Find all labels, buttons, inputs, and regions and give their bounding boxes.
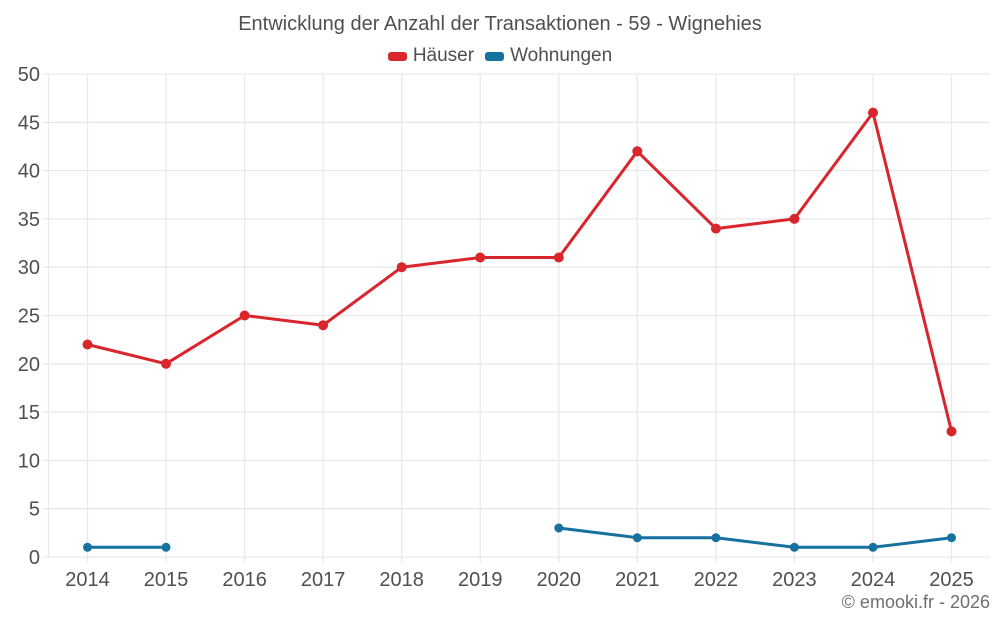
data-point-haeuser-2017[interactable] (318, 320, 329, 331)
x-axis-label: 2014 (65, 569, 110, 591)
x-axis-label: 2024 (851, 569, 896, 591)
y-axis-label: 35 (18, 209, 40, 231)
y-axis-label: 5 (29, 499, 40, 521)
data-point-haeuser-2022[interactable] (710, 223, 721, 234)
data-point-haeuser-2025[interactable] (946, 426, 957, 437)
data-point-haeuser-2014[interactable] (82, 339, 93, 350)
data-point-haeuser-2015[interactable] (161, 358, 171, 369)
y-axis-label: 45 (18, 112, 40, 134)
x-axis-label: 2019 (458, 569, 503, 591)
legend: Häuser Wohnungen (0, 45, 1000, 67)
series-line-wohnungen (86, 526, 953, 549)
data-point-haeuser-2019[interactable] (475, 252, 486, 263)
legend-label-haeuser: Häuser (412, 45, 475, 66)
data-point-haeuser-2020[interactable] (553, 252, 564, 263)
x-axis-label: 2021 (615, 569, 660, 591)
legend-item-wohnungen[interactable]: Wohnungen (485, 45, 612, 67)
chart-title: Entwicklung der Anzahl der Transaktionen… (238, 13, 762, 35)
legend-label-wohnungen: Wohnungen (510, 45, 613, 66)
y-axis-label: 10 (18, 450, 40, 472)
x-axis-label: 2017 (301, 569, 346, 591)
x-axis-label: 2016 (222, 569, 267, 591)
x-axis-label: 2022 (694, 569, 739, 591)
data-point-haeuser-2024[interactable] (868, 107, 878, 118)
data-point-wohnungen-2021[interactable] (632, 533, 642, 543)
data-point-wohnungen-2025[interactable] (947, 533, 956, 543)
data-point-haeuser-2023[interactable] (789, 213, 800, 224)
data-point-wohnungen-2020[interactable] (554, 523, 564, 533)
y-axis-label: 30 (18, 257, 40, 279)
y-axis-label: 25 (18, 306, 40, 328)
x-axis-label: 2023 (772, 569, 817, 591)
x-axis-label: 2015 (144, 569, 189, 591)
y-axis-label: 15 (18, 402, 40, 424)
y-axis-label: 50 (18, 64, 40, 86)
footer-credit: © emooki.fr - 2026 (841, 592, 990, 612)
legend-item-haeuser[interactable]: Häuser (387, 45, 475, 67)
y-axis-label: 0 (29, 547, 40, 569)
legend-swatch-wohnungen (485, 51, 505, 61)
data-point-wohnungen-2024[interactable] (868, 542, 878, 552)
x-axis-label: 2020 (537, 569, 582, 591)
y-axis-label: 20 (18, 354, 40, 376)
data-point-wohnungen-2015[interactable] (161, 542, 171, 552)
data-point-wohnungen-2022[interactable] (711, 533, 721, 543)
x-axis-label: 2025 (929, 569, 974, 591)
y-axis-label: 40 (18, 161, 40, 183)
data-point-wohnungen-2023[interactable] (789, 542, 799, 552)
x-axis-label: 2018 (379, 569, 424, 591)
data-point-haeuser-2018[interactable] (396, 262, 407, 273)
data-point-haeuser-2021[interactable] (632, 146, 643, 157)
data-point-wohnungen-2014[interactable] (83, 542, 92, 552)
legend-swatch-haeuser (387, 51, 407, 61)
data-point-haeuser-2016[interactable] (239, 310, 250, 321)
series-line-haeuser (86, 111, 953, 433)
